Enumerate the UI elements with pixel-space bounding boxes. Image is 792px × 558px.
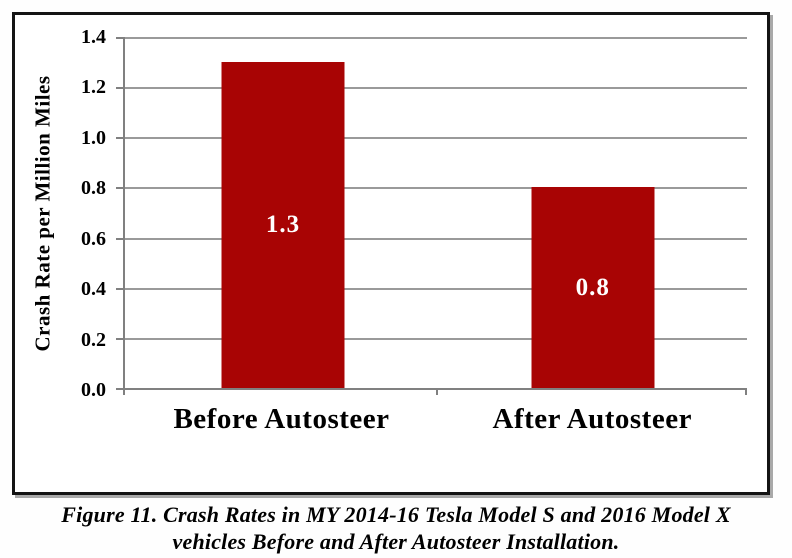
y-axis-tick bbox=[116, 37, 123, 39]
figure-caption: Figure 11. Crash Rates in MY 2014-16 Tes… bbox=[0, 501, 792, 555]
y-axis-tick bbox=[116, 187, 123, 190]
x-category-label-before-autosteer: Before Autosteer bbox=[173, 403, 390, 435]
y-axis-title-text: Crash Rate per Million Miles bbox=[30, 75, 55, 352]
y-axis-tick-label: 0.4 bbox=[81, 278, 106, 301]
gridline bbox=[125, 337, 747, 340]
x-axis-tick-center bbox=[436, 388, 438, 395]
y-axis-tick-labels: 1.4 1.2 1.0 0.8 0.6 0.4 0.2 0.0 bbox=[58, 26, 106, 401]
figure-caption-line2: vehicles Before and After Autosteer Inst… bbox=[172, 529, 620, 554]
y-axis-tick-label: 1.2 bbox=[81, 76, 106, 99]
bar-value-label: 1.3 bbox=[265, 211, 301, 239]
bar-before-autosteer: 1.3 bbox=[221, 62, 345, 388]
bar-after-autosteer: 0.8 bbox=[531, 187, 655, 388]
gridline bbox=[125, 237, 747, 240]
x-axis-category-labels: Before Autosteer After Autosteer bbox=[123, 403, 747, 443]
y-axis-tick bbox=[116, 87, 123, 90]
y-axis-title: Crash Rate per Million Miles bbox=[26, 37, 60, 390]
plot-area: 1.3 0.8 bbox=[116, 37, 747, 395]
y-axis-tick bbox=[116, 287, 123, 290]
y-axis-tick bbox=[116, 337, 123, 340]
x-axis-tick-left bbox=[123, 388, 125, 395]
y-axis-tick-label: 0.8 bbox=[81, 177, 106, 200]
y-axis-tick-label: 0.2 bbox=[81, 328, 106, 351]
gridline bbox=[125, 37, 747, 39]
gridline bbox=[125, 137, 747, 140]
y-axis-tick-label: 0.0 bbox=[81, 378, 106, 401]
x-category-label-after-autosteer: After Autosteer bbox=[492, 403, 692, 435]
y-axis-tick bbox=[116, 388, 123, 390]
bar-value-label: 0.8 bbox=[575, 273, 610, 301]
y-axis-tick bbox=[116, 237, 123, 240]
x-axis-tick-right bbox=[745, 388, 747, 395]
gridline bbox=[125, 287, 747, 290]
y-axis-tick-label: 0.6 bbox=[81, 227, 106, 250]
y-axis-tick-label: 1.0 bbox=[81, 126, 106, 149]
gridline bbox=[125, 87, 747, 90]
y-axis-tick bbox=[116, 137, 123, 140]
gridline bbox=[125, 187, 747, 190]
y-axis-tick-label: 1.4 bbox=[81, 26, 106, 48]
figure-caption-line1: Figure 11. Crash Rates in MY 2014-16 Tes… bbox=[61, 502, 731, 527]
